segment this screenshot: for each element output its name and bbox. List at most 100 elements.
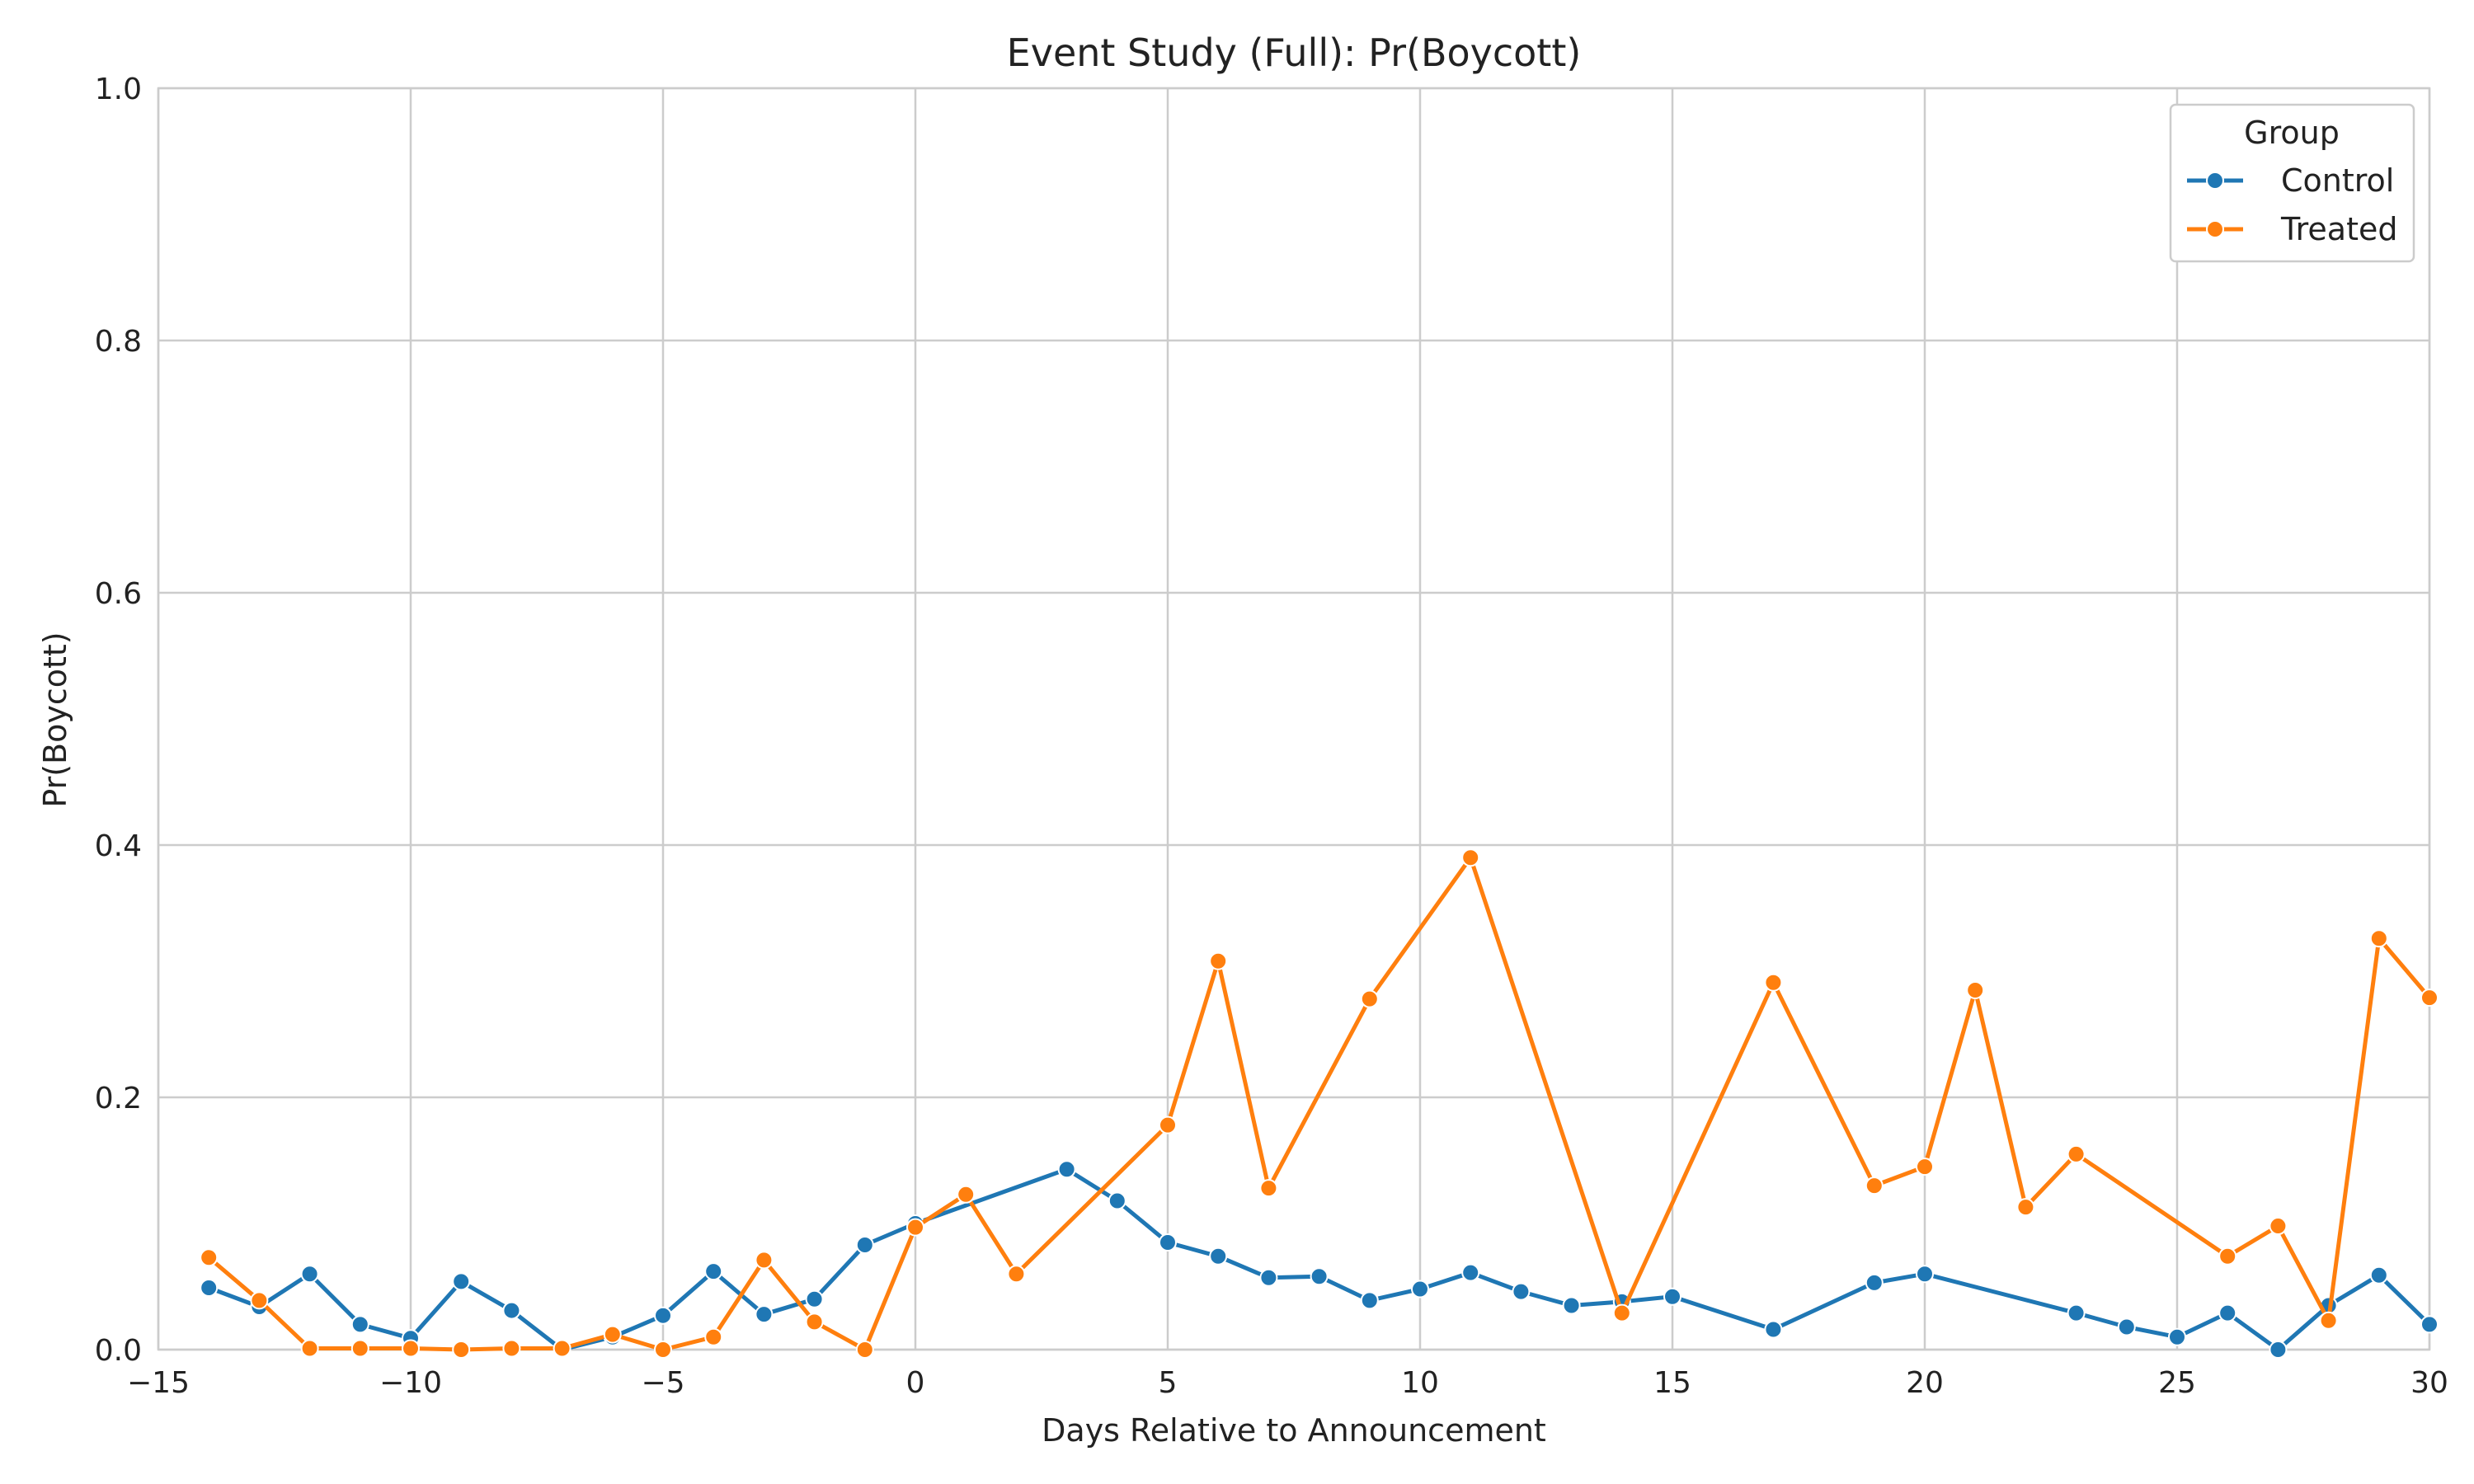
data-point-treated xyxy=(452,1341,471,1359)
legend-label-treated: Treated xyxy=(2280,211,2397,247)
data-point-treated xyxy=(855,1341,874,1359)
x-tick-label: 0 xyxy=(906,1366,925,1400)
series-treated xyxy=(200,848,2439,1359)
y-tick-label: 0.8 xyxy=(95,325,142,359)
data-point-control xyxy=(805,1289,824,1308)
data-point-treated xyxy=(1159,1115,1177,1134)
x-tick-label: 10 xyxy=(1401,1366,1439,1400)
plot-frame xyxy=(157,87,2431,1351)
data-point-treated xyxy=(1764,973,1783,992)
data-point-control xyxy=(2117,1317,2136,1336)
data-point-control xyxy=(1512,1282,1531,1301)
data-point-treated xyxy=(502,1339,521,1358)
data-point-treated xyxy=(1612,1303,1631,1322)
legend-entry-control: Control xyxy=(2187,162,2394,199)
legend-marker-control xyxy=(2206,171,2224,190)
data-point-treated xyxy=(2420,989,2439,1007)
data-point-control xyxy=(1360,1291,1379,1310)
data-point-treated xyxy=(2369,929,2388,948)
data-point-treated xyxy=(1916,1158,1934,1176)
data-point-control xyxy=(2168,1327,2186,1346)
data-point-treated xyxy=(2269,1217,2288,1236)
legend-entry-treated: Treated xyxy=(2187,211,2397,247)
data-point-control xyxy=(2369,1266,2388,1284)
data-point-treated xyxy=(2016,1198,2035,1217)
data-point-control xyxy=(654,1306,672,1325)
data-point-control xyxy=(200,1279,219,1298)
data-point-treated xyxy=(1966,980,1985,999)
data-point-treated xyxy=(1360,989,1379,1008)
data-point-treated xyxy=(200,1248,219,1267)
data-point-treated xyxy=(1865,1176,1884,1195)
data-point-treated xyxy=(1259,1179,1278,1198)
y-axis-ticks: 0.0 0.2 0.4 0.6 0.8 1.0 xyxy=(95,73,142,1368)
data-point-control xyxy=(2218,1303,2237,1322)
series-layer xyxy=(200,848,2439,1359)
data-point-control xyxy=(1259,1268,1278,1287)
legend-box xyxy=(2169,103,2415,263)
data-point-treated xyxy=(704,1327,723,1346)
x-tick-label: 30 xyxy=(2411,1366,2448,1400)
data-point-treated xyxy=(2067,1144,2086,1163)
legend-label-control: Control xyxy=(2281,162,2394,199)
data-point-treated xyxy=(402,1339,420,1358)
data-point-treated xyxy=(300,1339,319,1358)
data-point-treated xyxy=(654,1341,672,1359)
x-axis-label: Days Relative to Announcement xyxy=(1042,1412,1546,1449)
data-point-treated xyxy=(1461,848,1480,867)
data-point-control xyxy=(1916,1265,1934,1284)
data-point-control xyxy=(1865,1273,1884,1292)
x-tick-label: 5 xyxy=(1159,1366,1178,1400)
data-point-treated xyxy=(755,1251,774,1270)
y-tick-label: 1.0 xyxy=(95,73,142,106)
data-point-control xyxy=(1461,1263,1480,1282)
x-tick-label: −5 xyxy=(641,1366,684,1400)
data-point-treated xyxy=(957,1185,976,1204)
data-point-treated xyxy=(2319,1311,2338,1330)
y-tick-label: 0.2 xyxy=(95,1082,142,1115)
y-tick-label: 0.4 xyxy=(95,829,142,863)
data-point-treated xyxy=(1209,951,1228,970)
data-point-treated xyxy=(906,1218,924,1237)
data-point-control xyxy=(2269,1341,2288,1359)
data-point-control xyxy=(300,1265,319,1284)
series-line-treated xyxy=(206,855,2432,1352)
data-point-control xyxy=(1310,1267,1329,1286)
legend: Group Control Treated xyxy=(2169,103,2415,263)
y-axis-label: Pr(Boycott) xyxy=(37,632,73,807)
x-tick-label: 20 xyxy=(1906,1366,1944,1400)
chart-title: Event Study (Full): Pr(Boycott) xyxy=(1007,31,1582,75)
data-point-control xyxy=(2067,1303,2086,1322)
y-tick-label: 0.0 xyxy=(95,1334,142,1368)
data-point-treated xyxy=(1007,1265,1026,1284)
x-tick-label: 25 xyxy=(2158,1366,2196,1400)
data-point-control xyxy=(1562,1296,1581,1315)
data-point-control xyxy=(1411,1280,1429,1298)
y-tick-label: 0.6 xyxy=(95,577,142,611)
x-axis-ticks: −15 −10 −5 0 5 10 15 20 25 30 xyxy=(127,1366,2448,1400)
data-point-treated xyxy=(350,1339,369,1358)
data-point-control xyxy=(502,1301,521,1320)
data-point-control xyxy=(452,1272,471,1291)
data-point-control xyxy=(1108,1191,1126,1210)
data-point-control xyxy=(1057,1160,1076,1179)
data-point-treated xyxy=(553,1339,571,1358)
x-tick-label: −15 xyxy=(127,1366,190,1400)
data-point-treated xyxy=(603,1325,622,1344)
data-point-control xyxy=(1159,1233,1177,1252)
data-point-control xyxy=(1209,1247,1228,1266)
data-point-control xyxy=(2420,1315,2439,1334)
data-point-treated xyxy=(805,1313,824,1331)
data-point-control xyxy=(350,1315,369,1334)
data-point-control xyxy=(1663,1287,1681,1306)
data-point-control xyxy=(704,1262,723,1281)
data-point-control xyxy=(855,1236,874,1255)
data-point-control xyxy=(1764,1320,1783,1339)
legend-title: Group xyxy=(2244,115,2340,151)
x-tick-label: 15 xyxy=(1653,1366,1691,1400)
data-point-control xyxy=(755,1305,774,1324)
data-point-treated xyxy=(250,1291,269,1310)
legend-marker-treated xyxy=(2206,220,2224,238)
